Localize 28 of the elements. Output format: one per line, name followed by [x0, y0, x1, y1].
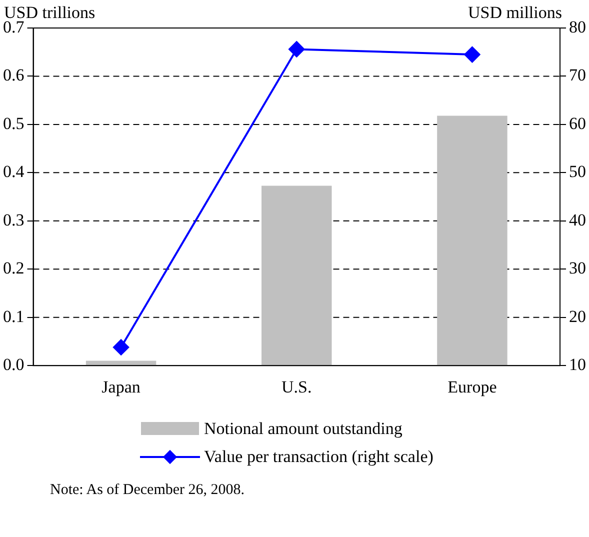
y-tick-label: 0.6 [3, 66, 24, 85]
y2-tick-label: 10 [569, 355, 586, 374]
y-tick-label: 0.2 [3, 258, 24, 278]
x-tick-label: Japan [102, 377, 141, 396]
y2-axis-title: USD millions [468, 2, 562, 22]
y-tick-label: 0.1 [3, 306, 24, 326]
y-tick-label: 0.0 [3, 355, 24, 374]
y2-tick-label: 50 [569, 162, 586, 182]
bar [86, 360, 156, 366]
x-tick-label: Europe [448, 377, 497, 396]
y2-tick-label: 60 [569, 114, 586, 133]
legend-label: Value per transaction (right scale) [204, 447, 434, 467]
y-tick-label: 0.3 [3, 210, 24, 230]
point [464, 46, 480, 63]
text: Note: As of December 26, 2008. [50, 482, 245, 499]
point [288, 41, 305, 58]
y2-tick-label: 70 [569, 66, 586, 85]
point [113, 339, 130, 356]
y-tick-label: 0.4 [3, 162, 25, 182]
bar [437, 116, 508, 366]
y2-tick-label: 80 [569, 17, 586, 36]
bar [262, 186, 332, 366]
y2-tick-label: 20 [569, 306, 586, 326]
y2-tick-label: 40 [569, 210, 586, 230]
legend-label: Notional amount outstanding [204, 419, 402, 439]
y-tick-label: 0.5 [3, 114, 24, 133]
y2-tick-label: 30 [569, 258, 586, 278]
x-tick-label: U.S. [282, 377, 312, 396]
